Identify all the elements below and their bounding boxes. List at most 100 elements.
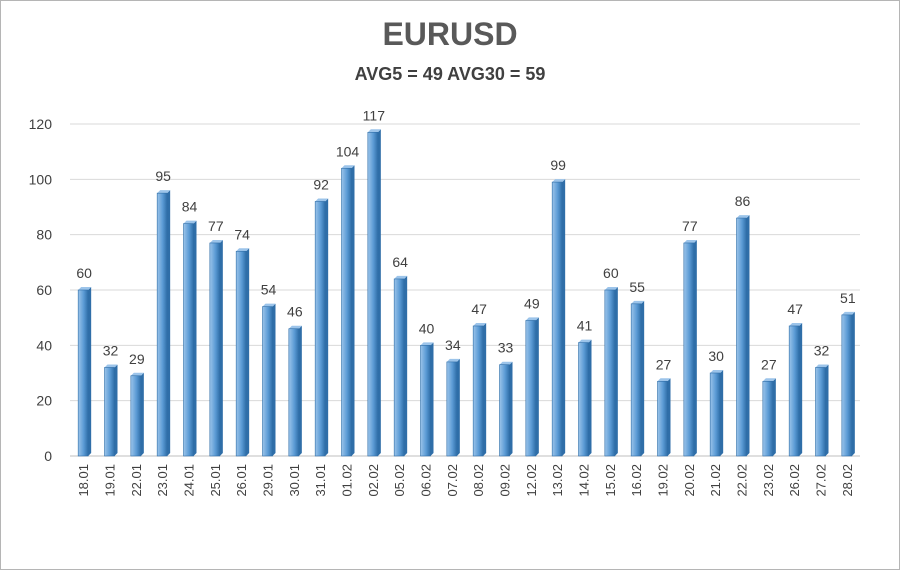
bar bbox=[578, 339, 592, 457]
y-tick-label: 0 bbox=[44, 448, 52, 464]
data-label: 34 bbox=[445, 337, 461, 353]
bar bbox=[393, 275, 408, 457]
bar bbox=[156, 190, 171, 457]
bars bbox=[77, 129, 855, 457]
bar bbox=[341, 165, 355, 457]
x-tick-label: 02.02 bbox=[366, 464, 381, 497]
x-tick-label: 01.02 bbox=[340, 464, 355, 497]
x-tick-label: 20.02 bbox=[682, 464, 697, 497]
chart-title: EURUSD bbox=[382, 16, 518, 52]
bar bbox=[630, 300, 645, 457]
data-label: 41 bbox=[577, 318, 593, 334]
bar bbox=[525, 317, 539, 457]
bar bbox=[499, 361, 513, 457]
bar bbox=[235, 248, 250, 457]
x-tick-label: 05.02 bbox=[392, 464, 407, 497]
data-label: 84 bbox=[182, 199, 198, 215]
bar bbox=[288, 325, 302, 457]
x-tick-label: 26.02 bbox=[787, 464, 802, 497]
data-label: 46 bbox=[287, 304, 303, 320]
y-tick-label: 20 bbox=[36, 393, 52, 409]
bar bbox=[604, 287, 618, 457]
bar bbox=[314, 198, 329, 457]
x-tick-label: 19.02 bbox=[656, 464, 671, 497]
x-tick-label: 31.01 bbox=[313, 464, 328, 497]
x-tick-label: 09.02 bbox=[498, 464, 513, 497]
bar bbox=[762, 378, 776, 457]
x-tick-label: 16.02 bbox=[629, 464, 644, 497]
data-label: 99 bbox=[550, 157, 566, 173]
bar bbox=[130, 372, 144, 457]
y-axis-ticks: 0 20 40 60 80 100 120 bbox=[29, 116, 53, 464]
x-tick-label: 24.01 bbox=[182, 464, 197, 497]
bar bbox=[657, 378, 671, 457]
data-label: 30 bbox=[708, 348, 724, 364]
x-tick-label: 15.02 bbox=[603, 464, 618, 497]
x-tick-label: 23.01 bbox=[155, 464, 170, 497]
data-label: 54 bbox=[261, 282, 277, 298]
y-tick-label: 80 bbox=[36, 227, 52, 243]
data-label: 77 bbox=[682, 218, 698, 234]
x-axis-ticks: 18.01 19.01 22.01 23.01 24.01 25.01 26.01 29.01… bbox=[76, 464, 855, 497]
data-label: 33 bbox=[498, 340, 514, 356]
data-label: 55 bbox=[629, 279, 645, 295]
x-tick-label: 07.02 bbox=[445, 464, 460, 497]
x-tick-label: 26.01 bbox=[234, 464, 249, 497]
bar bbox=[183, 220, 197, 457]
data-label: 92 bbox=[313, 176, 329, 192]
x-tick-label: 25.01 bbox=[208, 464, 223, 497]
bar bbox=[736, 215, 750, 457]
bar bbox=[77, 287, 92, 457]
data-label: 49 bbox=[524, 295, 540, 311]
x-tick-label: 12.02 bbox=[524, 464, 539, 497]
bar bbox=[420, 342, 434, 457]
data-label: 60 bbox=[76, 265, 92, 281]
y-tick-label: 40 bbox=[36, 337, 52, 353]
bar bbox=[551, 179, 566, 457]
x-tick-label: 06.02 bbox=[419, 464, 434, 497]
data-label: 74 bbox=[234, 226, 250, 242]
data-label: 47 bbox=[787, 301, 803, 317]
bar bbox=[104, 364, 118, 457]
x-tick-label: 30.01 bbox=[287, 464, 302, 497]
data-label: 47 bbox=[471, 301, 487, 317]
x-tick-label: 27.02 bbox=[814, 464, 829, 497]
data-label: 104 bbox=[336, 143, 360, 159]
bar bbox=[367, 129, 381, 457]
y-tick-label: 60 bbox=[36, 282, 52, 298]
data-label: 27 bbox=[761, 356, 777, 372]
data-labels: 60 32 29 95 84 77 74 54 46 92 104 117 64 40 34 47 33 49 99… bbox=[76, 107, 855, 372]
x-tick-label: 14.02 bbox=[577, 464, 592, 497]
x-tick-label: 18.01 bbox=[76, 464, 91, 497]
data-label: 64 bbox=[392, 254, 408, 270]
bar bbox=[446, 358, 460, 457]
data-label: 40 bbox=[419, 320, 435, 336]
x-tick-label: 29.01 bbox=[261, 464, 276, 497]
x-tick-label: 08.02 bbox=[471, 464, 486, 497]
x-tick-label: 28.02 bbox=[840, 464, 855, 497]
data-label: 32 bbox=[814, 342, 830, 358]
x-tick-label: 23.02 bbox=[761, 464, 776, 497]
bar bbox=[709, 370, 724, 457]
data-label: 60 bbox=[603, 265, 619, 281]
chart-subtitle: AVG5 = 49 AVG30 = 59 bbox=[354, 64, 546, 84]
data-label: 27 bbox=[656, 356, 672, 372]
bar bbox=[841, 311, 855, 457]
data-label: 117 bbox=[363, 107, 386, 123]
data-label: 77 bbox=[208, 218, 224, 234]
bar bbox=[262, 303, 276, 457]
x-tick-label: 19.01 bbox=[103, 464, 118, 497]
y-tick-label: 100 bbox=[29, 171, 53, 187]
gridlines bbox=[70, 123, 860, 457]
bar bbox=[472, 322, 487, 457]
data-label: 51 bbox=[840, 290, 856, 306]
bar bbox=[683, 239, 697, 457]
y-tick-label: 120 bbox=[29, 116, 53, 132]
data-label: 29 bbox=[129, 351, 145, 367]
x-tick-label: 22.02 bbox=[735, 464, 750, 497]
data-label: 95 bbox=[155, 168, 171, 184]
x-tick-label: 22.01 bbox=[129, 464, 144, 497]
data-label: 86 bbox=[735, 193, 751, 209]
